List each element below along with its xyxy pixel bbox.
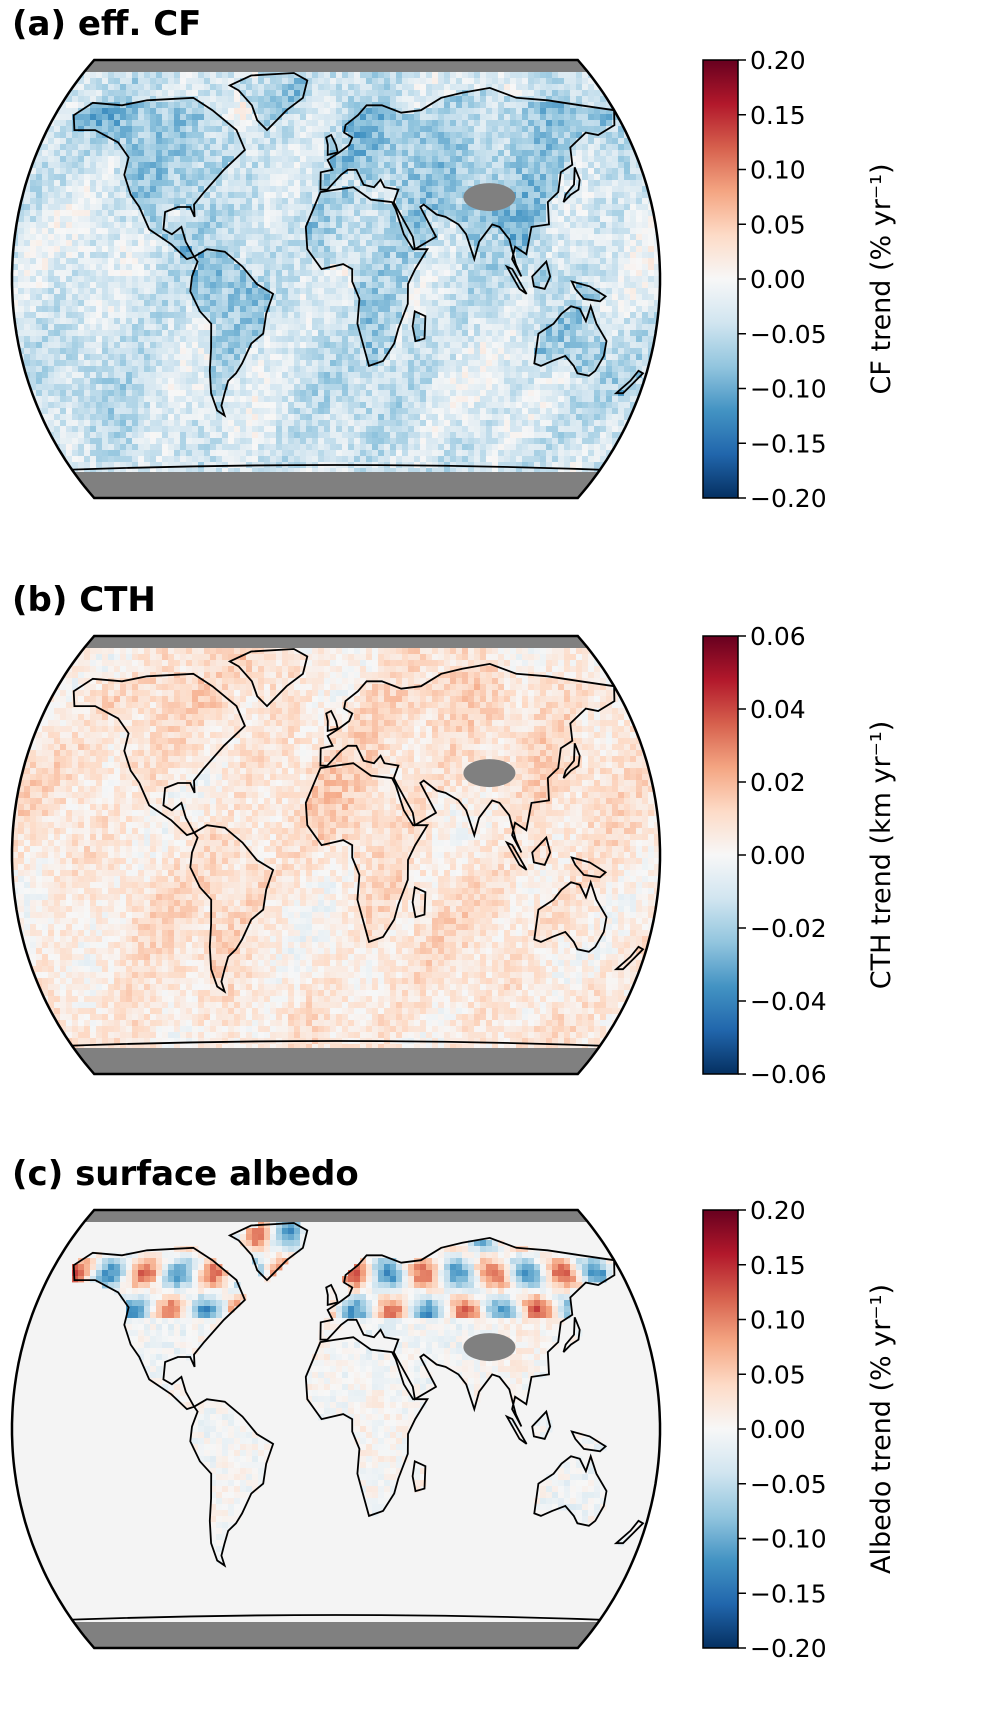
map-cth: 0.06 0.04 0.02 0.00 −0.02 −0.04 −0.06 CTH trend… <box>0 586 986 1156</box>
colorbar-gradient <box>703 1210 738 1648</box>
colorbar-tick-label: 0.15 <box>750 1251 806 1280</box>
colorbar-tick-label: 0.00 <box>750 841 806 870</box>
colorbar-tick-label: 0.10 <box>750 1306 806 1335</box>
colorbar-label: Albedo trend (% yr⁻¹) <box>866 1284 897 1574</box>
colorbar-tick-label: 0.05 <box>750 1360 806 1389</box>
colorbar-tick-label: −0.04 <box>750 987 827 1016</box>
map-layer <box>12 632 660 1078</box>
colorbar-tick-label: 0.00 <box>750 265 806 294</box>
colorbar-tick-label: 0.10 <box>750 156 806 185</box>
colorbar-tick-label: −0.05 <box>750 1470 827 1499</box>
colorbar-tick-label: 0.15 <box>750 101 806 130</box>
colorbar-tick-label: 0.20 <box>750 1196 806 1225</box>
colorbar-tick-label: −0.20 <box>750 484 827 513</box>
colorbar-tick-label: −0.10 <box>750 375 827 404</box>
map-layer <box>12 1206 660 1652</box>
map-layer <box>12 56 660 502</box>
colorbar-tick-label: −0.10 <box>750 1525 827 1554</box>
colorbar-label: CTH trend (km yr⁻¹) <box>866 721 897 990</box>
map-cf: 0.20 0.15 0.10 0.05 0.00 −0.05 −0.10 −0.15 −0.20… <box>0 10 986 580</box>
colorbar-tick-label: −0.15 <box>750 429 827 458</box>
colorbar-tick-label: 0.04 <box>750 695 806 724</box>
colorbar-tick-label: −0.15 <box>750 1579 827 1608</box>
map-field <box>12 1210 660 1648</box>
colorbar-tick-label: −0.05 <box>750 320 827 349</box>
colorbar-label: CF trend (% yr⁻¹) <box>866 164 897 395</box>
colorbar-tick-label: −0.02 <box>750 914 827 943</box>
map-field <box>12 60 660 498</box>
colorbar-tick-label: 0.20 <box>750 46 806 75</box>
colorbar-albedo: 0.20 0.15 0.10 0.05 0.00 −0.05 −0.10 −0.15 −0.20… <box>703 1196 897 1663</box>
colorbar-tick-label: 0.02 <box>750 768 806 797</box>
colorbar-gradient <box>703 60 738 498</box>
colorbar-cth: 0.06 0.04 0.02 0.00 −0.02 −0.04 −0.06 CTH trend… <box>703 622 897 1089</box>
colorbar-gradient <box>703 636 738 1074</box>
colorbar-tick-label: −0.20 <box>750 1634 827 1663</box>
colorbar-tick-label: 0.05 <box>750 210 806 239</box>
map-field <box>12 636 660 1074</box>
colorbar-tick-label: 0.06 <box>750 622 806 651</box>
colorbar-tick-label: 0.00 <box>750 1415 806 1444</box>
colorbar-cf: 0.20 0.15 0.10 0.05 0.00 −0.05 −0.10 −0.15 −0.20… <box>703 46 897 513</box>
map-albedo: 0.20 0.15 0.10 0.05 0.00 −0.05 −0.10 −0.15 −0.20… <box>0 1160 986 1730</box>
colorbar-tick-label: −0.06 <box>750 1060 827 1089</box>
